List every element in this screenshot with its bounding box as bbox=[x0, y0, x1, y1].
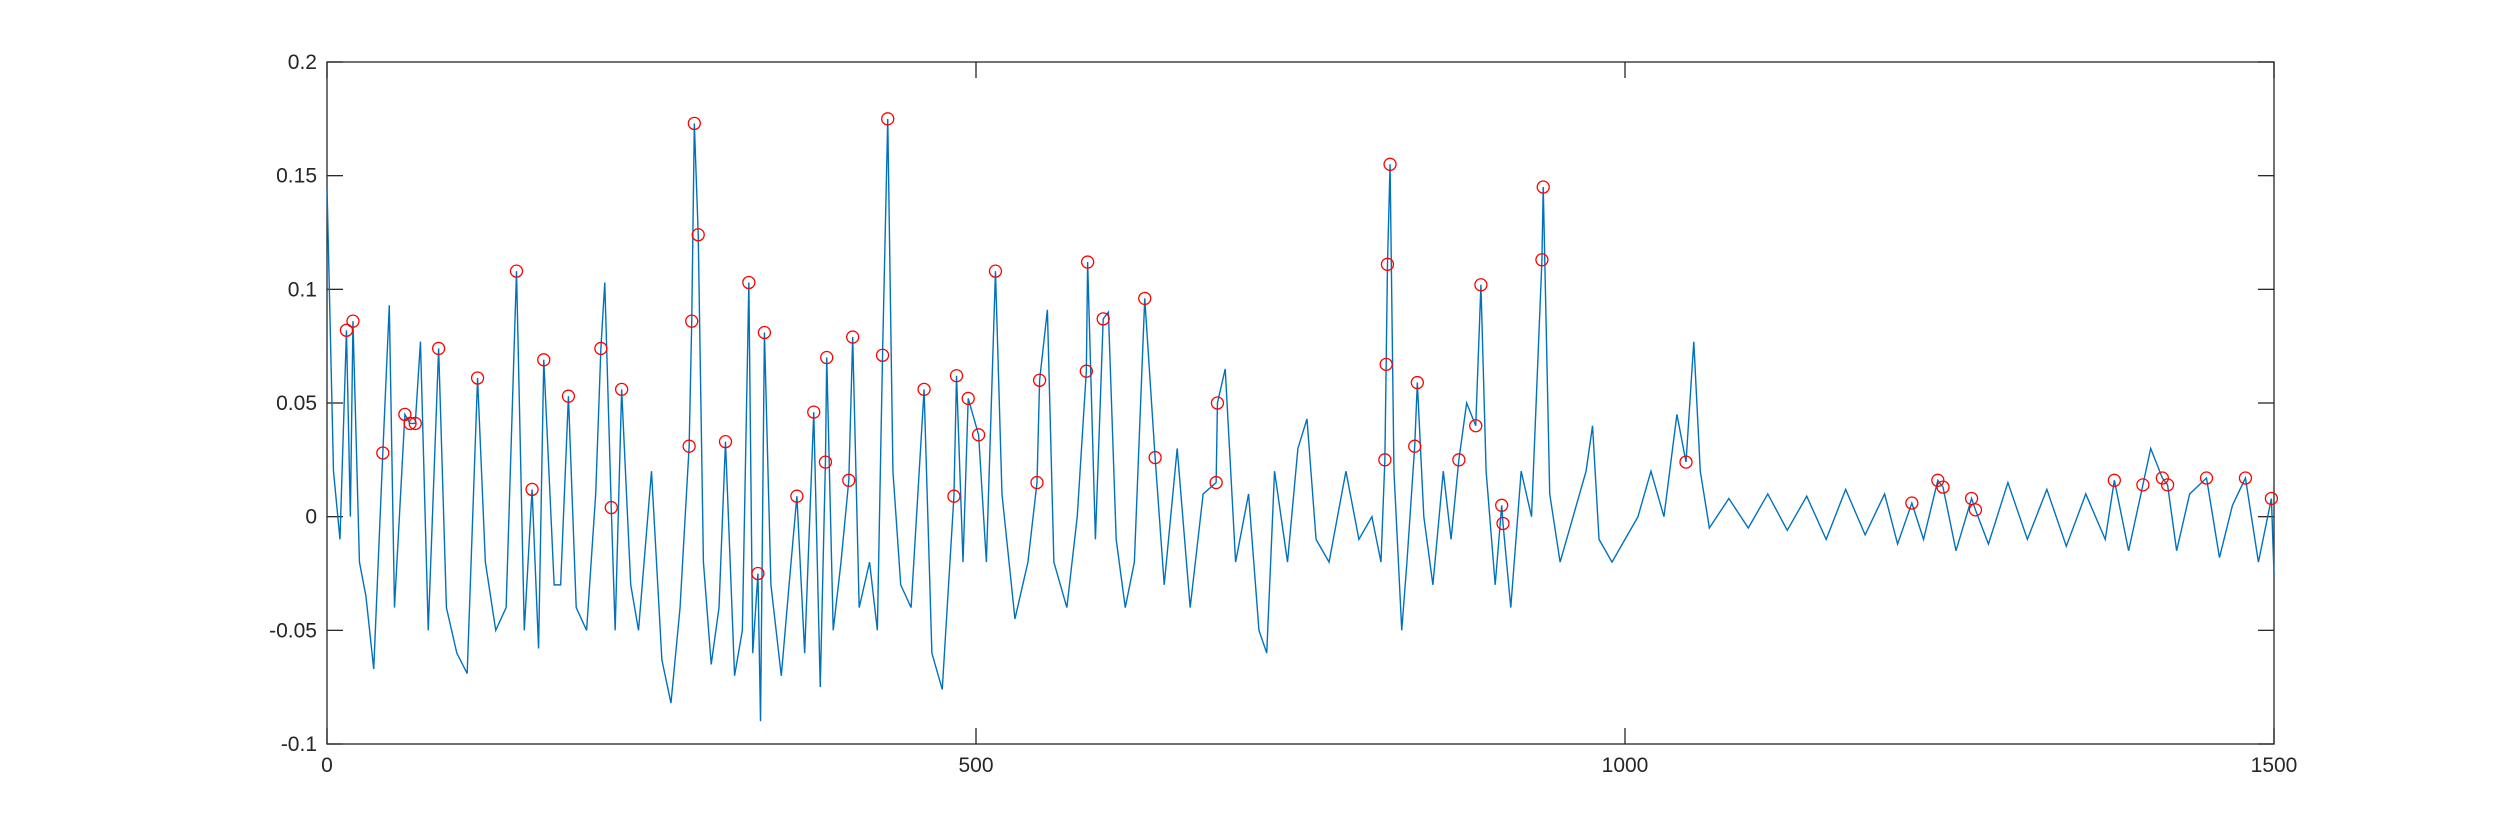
peak-marker bbox=[1536, 180, 1550, 194]
y-tick-label: 0.15 bbox=[276, 165, 317, 188]
x-tick-label: 1000 bbox=[1602, 754, 1649, 777]
peak-marker bbox=[718, 434, 733, 449]
peak-marker bbox=[682, 439, 696, 453]
peak-marker bbox=[917, 382, 931, 397]
peak-marker bbox=[971, 428, 986, 442]
peak-marker bbox=[408, 416, 422, 431]
peak-marker bbox=[1496, 516, 1510, 531]
peak-marker bbox=[470, 371, 485, 385]
plot-area bbox=[326, 61, 2275, 745]
peak-marker bbox=[2160, 478, 2175, 492]
peak-marker bbox=[846, 330, 860, 344]
peak-marker bbox=[790, 489, 804, 503]
peak-marker bbox=[1931, 473, 1945, 487]
peak-marker bbox=[818, 455, 833, 469]
peak-marker bbox=[949, 369, 964, 383]
peak-marker bbox=[961, 391, 975, 406]
peak-marker bbox=[509, 264, 524, 278]
y-tick-label: 0 bbox=[305, 506, 317, 529]
peak-marker bbox=[1080, 255, 1095, 269]
peak-marker bbox=[1679, 455, 1693, 469]
peak-marker bbox=[1148, 450, 1162, 465]
peak-marker bbox=[1096, 312, 1110, 326]
y-tick-label: -0.1 bbox=[281, 733, 317, 756]
peak-marker bbox=[2136, 478, 2150, 492]
peak-marker bbox=[1936, 480, 1950, 494]
peak-marker bbox=[1032, 373, 1047, 387]
peak-marker bbox=[594, 341, 608, 356]
peak-marker bbox=[1469, 419, 1483, 433]
peak-marker bbox=[2238, 471, 2253, 485]
y-tick-label: 0.2 bbox=[288, 51, 317, 74]
peak-marker bbox=[1383, 157, 1397, 171]
peak-marker bbox=[1209, 475, 1223, 490]
peak-marker bbox=[742, 275, 756, 290]
data-line bbox=[326, 118, 2275, 722]
peak-marker bbox=[1452, 453, 1466, 467]
peak-marker bbox=[1378, 453, 1392, 467]
peak-marker bbox=[537, 353, 551, 367]
y-tick-label: 0.1 bbox=[288, 278, 317, 301]
peak-marker bbox=[947, 489, 961, 503]
peak-marker bbox=[1079, 364, 1093, 378]
peak-marker bbox=[2199, 471, 2214, 485]
peak-marker bbox=[691, 228, 705, 242]
peak-marker bbox=[2155, 471, 2170, 485]
peak-marker bbox=[525, 482, 539, 497]
peak-marker bbox=[604, 500, 618, 515]
peak-marker bbox=[1905, 496, 1919, 510]
peak-marker bbox=[431, 341, 446, 356]
peak-marker bbox=[842, 473, 856, 487]
peak-marker bbox=[807, 405, 821, 419]
peak-marker bbox=[751, 566, 765, 581]
y-tick-label: -0.05 bbox=[269, 619, 317, 642]
y-tick-label: 0.05 bbox=[276, 392, 317, 415]
x-tick-label: 1500 bbox=[2251, 754, 2298, 777]
peak-marker bbox=[1138, 291, 1152, 306]
peak-marker bbox=[1474, 278, 1488, 292]
peak-marker bbox=[2264, 491, 2279, 506]
peak-marker bbox=[1379, 357, 1393, 372]
x-tick-label: 0 bbox=[321, 754, 333, 777]
peak-marker bbox=[757, 325, 772, 340]
peak-marker bbox=[376, 446, 390, 460]
x-tick-label: 500 bbox=[958, 754, 993, 777]
peak-marker bbox=[1210, 396, 1225, 410]
peak-marker bbox=[561, 389, 576, 403]
peak-marker bbox=[1408, 439, 1422, 453]
peak-marker bbox=[346, 314, 360, 328]
peak-marker bbox=[614, 382, 629, 397]
peak-marker bbox=[875, 348, 890, 362]
peak-marker bbox=[339, 323, 354, 337]
peak-marker bbox=[687, 116, 701, 131]
peak-marker bbox=[1968, 503, 1983, 517]
peak-marker bbox=[1380, 257, 1395, 271]
peak-marker bbox=[403, 416, 417, 431]
peak-marker bbox=[881, 112, 895, 126]
peak-marker bbox=[1030, 475, 1044, 490]
peak-marker bbox=[1495, 498, 1509, 512]
peak-marker bbox=[1535, 253, 1549, 267]
peak-marker bbox=[820, 350, 834, 365]
peak-marker bbox=[685, 314, 699, 328]
peak-marker bbox=[2107, 473, 2121, 487]
peak-marker bbox=[988, 264, 1003, 278]
peak-marker bbox=[1410, 375, 1424, 390]
